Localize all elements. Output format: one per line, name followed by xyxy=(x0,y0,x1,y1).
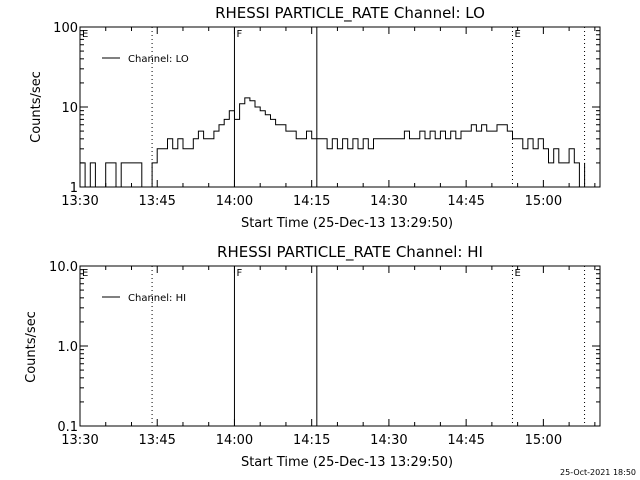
chart-title: RHESSI PARTICLE_RATE Channel: HI xyxy=(217,243,483,262)
event-marker-label: F xyxy=(236,268,242,279)
x-tick-label: 14:00 xyxy=(216,194,253,209)
y-tick-label: 10 xyxy=(61,101,78,116)
legend-label: Channel: LO xyxy=(128,54,189,65)
event-marker-label: E xyxy=(514,29,520,40)
y-tick-label: 1.0 xyxy=(57,340,78,355)
x-tick-label: 14:15 xyxy=(293,433,330,448)
y-tick-label: 0.1 xyxy=(57,420,78,435)
legend-label: Channel: HI xyxy=(128,293,186,304)
y-tick-label: 10.0 xyxy=(49,260,78,275)
y-axis-label: Counts/sec xyxy=(24,311,39,383)
series-line xyxy=(79,97,586,188)
x-tick-label: 13:30 xyxy=(61,194,98,209)
y-tick-label: 100 xyxy=(53,21,78,36)
x-tick-label: 13:30 xyxy=(61,433,98,448)
x-tick-label: 15:00 xyxy=(525,194,562,209)
x-tick-label: 13:45 xyxy=(138,433,175,448)
generation-timestamp: 25-Oct-2021 18:50 xyxy=(560,468,636,477)
chart-panel-hi: RHESSI PARTICLE_RATE Channel: HI Start T… xyxy=(24,243,601,470)
x-tick-label: 13:45 xyxy=(138,194,175,209)
event-marker-label: F xyxy=(236,29,242,40)
x-tick-label: 14:45 xyxy=(447,433,484,448)
x-axis-label: Start Time (25-Dec-13 13:29:50) xyxy=(241,216,453,231)
x-tick-label: 14:15 xyxy=(293,194,330,209)
y-tick-label: 1 xyxy=(70,181,78,196)
chart-panel-lo: RHESSI PARTICLE_RATE Channel: LO Start T… xyxy=(29,4,601,231)
x-tick-label: 14:30 xyxy=(370,433,407,448)
event-marker-label: E xyxy=(82,268,88,279)
event-marker-label: E xyxy=(82,29,88,40)
x-tick-label: 15:00 xyxy=(525,433,562,448)
event-marker-label: E xyxy=(514,268,520,279)
chart-title: RHESSI PARTICLE_RATE Channel: LO xyxy=(215,4,485,23)
x-tick-label: 14:45 xyxy=(447,194,484,209)
x-axis-label: Start Time (25-Dec-13 13:29:50) xyxy=(241,455,453,470)
x-tick-label: 14:00 xyxy=(216,433,253,448)
x-tick-label: 14:30 xyxy=(370,194,407,209)
y-axis-label: Counts/sec xyxy=(29,71,44,143)
